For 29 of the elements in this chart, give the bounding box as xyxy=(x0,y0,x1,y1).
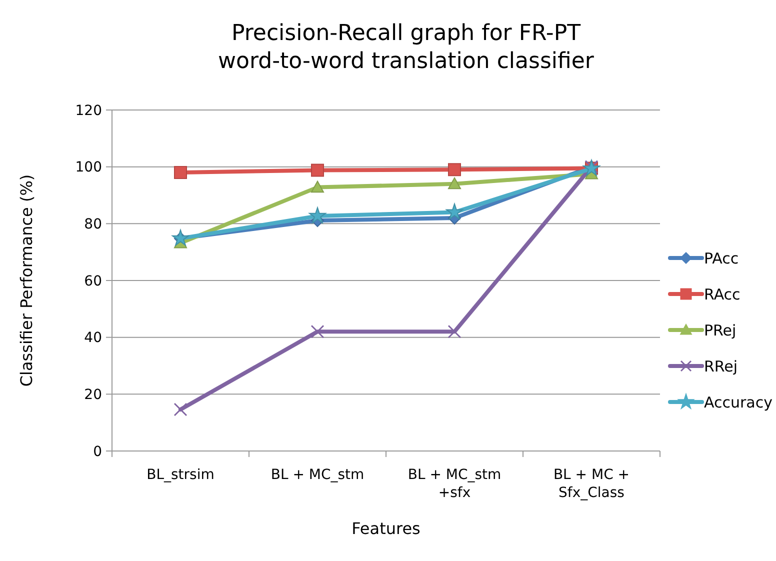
legend-label: RAcc xyxy=(704,285,740,304)
point xyxy=(309,207,326,224)
point xyxy=(174,402,188,416)
point xyxy=(311,180,324,193)
y-tick-label: 40 xyxy=(84,330,102,346)
y-tick-label: 20 xyxy=(84,387,102,404)
x-tick-label: BL_strsim xyxy=(146,467,214,483)
legend-label: Accuracy xyxy=(704,393,773,412)
x-tick-label: BL + MC_stm +sfx xyxy=(408,467,502,501)
y-tick-label: 120 xyxy=(75,102,102,119)
y-tick-label: 80 xyxy=(84,216,102,233)
legend-label: RRej xyxy=(704,357,738,376)
x-tick-label: BL + MC_stm xyxy=(270,467,364,483)
legend-label: PRej xyxy=(704,321,736,340)
point xyxy=(448,163,461,176)
y-axis-title: Classifier Performance (%) xyxy=(17,174,36,387)
point xyxy=(448,324,462,338)
point xyxy=(174,166,187,180)
point xyxy=(311,164,324,177)
point xyxy=(310,324,324,338)
point xyxy=(448,177,461,190)
y-tick-label: 0 xyxy=(93,444,102,460)
y-tick-label: 100 xyxy=(75,160,102,176)
chart-title: Precision-Recall graph for FR-PT word-to-word translation classifier xyxy=(218,21,595,74)
legend-label: PAcc xyxy=(704,249,739,268)
x-axis-title: Features xyxy=(352,519,420,538)
x-tick-label: BL + MC + Sfx_Class xyxy=(553,467,630,501)
point xyxy=(446,203,463,220)
y-tick-label: 60 xyxy=(84,273,102,290)
